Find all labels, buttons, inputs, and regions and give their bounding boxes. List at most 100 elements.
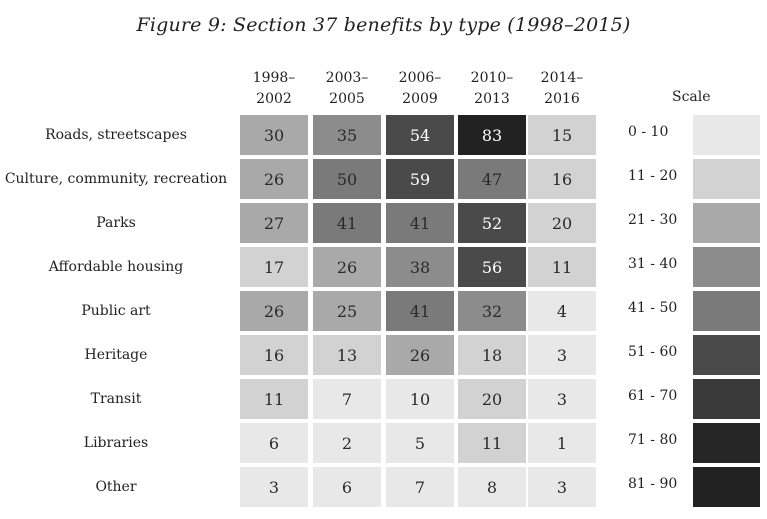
scale-swatch xyxy=(693,115,760,155)
cell-value-label: 38 xyxy=(410,258,430,277)
cell-value-label: 50 xyxy=(337,170,357,189)
chart-title: Figure 9: Section 37 benefits by type (1… xyxy=(136,14,631,36)
heatmap-cell xyxy=(386,379,454,419)
cell-value-label: 47 xyxy=(482,170,502,189)
row-label: Roads, streetscapes xyxy=(45,127,187,143)
cell-value-label: 26 xyxy=(337,258,357,277)
cell-value-label: 15 xyxy=(552,126,572,145)
column-header-line2: 2009 xyxy=(402,91,438,107)
heatmap-cell xyxy=(458,379,526,419)
cell-value-label: 3 xyxy=(269,478,279,497)
cell-value-label: 18 xyxy=(482,346,502,365)
heatmap-cell xyxy=(458,335,526,375)
heatmap-cell xyxy=(240,115,308,155)
heatmap-cell xyxy=(313,379,381,419)
cell-value-label: 59 xyxy=(410,170,430,189)
cell-value-label: 1 xyxy=(557,434,567,453)
heatmap-cell xyxy=(240,467,308,507)
column-header-line1: 2014– xyxy=(540,70,584,86)
scale-label: 51 - 60 xyxy=(628,344,678,360)
column-header-line1: 2010– xyxy=(470,70,514,86)
heatmap-cell xyxy=(458,159,526,199)
heatmap-cell xyxy=(458,467,526,507)
heatmap-cell xyxy=(458,203,526,243)
heatmap-cell xyxy=(313,203,381,243)
cell-value-label: 41 xyxy=(410,214,430,233)
cell-value-label: 26 xyxy=(264,302,284,321)
heatmap-cell xyxy=(240,379,308,419)
heatmap-cell xyxy=(458,115,526,155)
cell-value-label: 5 xyxy=(415,434,425,453)
column-header-line2: 2016 xyxy=(544,91,580,107)
heatmap-cell xyxy=(386,423,454,463)
heatmap-cell xyxy=(240,335,308,375)
scale-swatch xyxy=(693,467,760,507)
heatmap-cell xyxy=(240,247,308,287)
row-label: Culture, community, recreation xyxy=(4,171,228,187)
scale-swatch xyxy=(693,335,760,375)
heatmap-cell xyxy=(240,291,308,331)
heatmap-cell xyxy=(386,335,454,375)
heatmap-cell xyxy=(386,159,454,199)
scale-label: 31 - 40 xyxy=(628,256,678,272)
cell-value-label: 83 xyxy=(482,126,502,145)
cell-value-label: 26 xyxy=(264,170,284,189)
cell-value-label: 10 xyxy=(410,390,430,409)
scale-label: 11 - 20 xyxy=(628,168,678,184)
heatmap-cell xyxy=(240,159,308,199)
heatmap-cell xyxy=(313,423,381,463)
row-label: Other xyxy=(95,479,137,495)
cell-value-label: 17 xyxy=(264,258,284,277)
cell-value-label: 11 xyxy=(482,434,502,453)
cell-value-label: 32 xyxy=(482,302,502,321)
heatmap-cell xyxy=(313,467,381,507)
cell-value-label: 20 xyxy=(482,390,502,409)
heatmap-cell xyxy=(458,291,526,331)
scale-swatch xyxy=(693,159,760,199)
cell-value-label: 7 xyxy=(415,478,425,497)
scale-swatch xyxy=(693,291,760,331)
scale-label: 61 - 70 xyxy=(628,388,678,404)
column-header: 2006– 2009 xyxy=(384,68,456,110)
row-label: Public art xyxy=(81,303,151,319)
cell-value-label: 54 xyxy=(410,126,430,145)
heatmap-cell xyxy=(386,115,454,155)
cell-value-label: 52 xyxy=(482,214,502,233)
heatmap-cell xyxy=(313,159,381,199)
scale-label: 81 - 90 xyxy=(628,476,678,492)
heatmap-cell xyxy=(528,159,596,199)
column-header: 2003– 2005 xyxy=(311,68,383,110)
column-header-line2: 2005 xyxy=(329,91,365,107)
heatmap-cell xyxy=(386,203,454,243)
cell-value-label: 3 xyxy=(557,478,567,497)
cell-value-label: 30 xyxy=(264,126,284,145)
heatmap-cell xyxy=(528,335,596,375)
cell-value-label: 41 xyxy=(410,302,430,321)
heatmap-cell xyxy=(458,247,526,287)
cell-value-label: 7 xyxy=(342,390,352,409)
column-header-line1: 1998– xyxy=(252,70,296,86)
cell-value-label: 13 xyxy=(337,346,357,365)
scale-swatch xyxy=(693,423,760,463)
row-label: Affordable housing xyxy=(48,259,184,275)
scale-swatch xyxy=(693,247,760,287)
scale-label: 0 - 10 xyxy=(628,124,669,140)
cell-value-label: 8 xyxy=(487,478,497,497)
heatmap-cell xyxy=(386,247,454,287)
row-label: Libraries xyxy=(83,435,149,451)
cell-value-label: 11 xyxy=(264,390,284,409)
heatmap-cell xyxy=(528,379,596,419)
heatmap-cell xyxy=(528,115,596,155)
column-header: 1998– 2002 xyxy=(238,68,310,110)
heatmap-cell xyxy=(528,467,596,507)
heatmap-cell xyxy=(528,203,596,243)
column-header-line2: 2013 xyxy=(474,91,510,107)
heatmap-cell xyxy=(313,335,381,375)
scale-title: Scale xyxy=(672,89,711,105)
cell-value-label: 2 xyxy=(342,434,352,453)
column-header-line1: 2003– xyxy=(325,70,369,86)
scale-swatch xyxy=(693,203,760,243)
heatmap-cell xyxy=(313,115,381,155)
heatmap-cell xyxy=(313,291,381,331)
